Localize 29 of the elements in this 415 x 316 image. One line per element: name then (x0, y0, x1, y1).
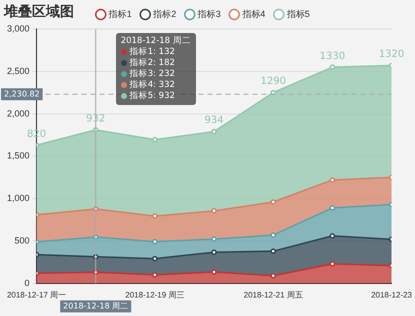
x-tick-label: 2018-12-21 周五 (244, 290, 303, 300)
annotation: 指标5: 932 (130, 91, 175, 101)
y-tick-label: 3,000 (6, 23, 30, 34)
legend-label: 指标4 (241, 8, 266, 19)
x-tick-label: 2018-12-17 周一 (6, 290, 66, 300)
ref-line-label: 2018-12-18 周二 (63, 301, 128, 310)
annotation: 指标3: 232 (130, 69, 175, 79)
data-label: 934 (204, 115, 224, 126)
y-tick-label: 1,000 (6, 193, 30, 204)
y-tick-label: 500 (14, 235, 30, 246)
x-tick-label: 2018-12-23 (371, 290, 413, 300)
legend-label: 指标1 (108, 8, 132, 19)
legend-label: 指标2 (152, 8, 176, 19)
legend-label: 指标3 (196, 8, 221, 19)
data-label: 1290 (260, 76, 286, 88)
chart-title: 堆叠区域图 (4, 3, 74, 21)
annotation: 2018-12-18 周二 (120, 36, 191, 46)
y-tick-label: 2,500 (6, 66, 30, 76)
x-tick-label: 2018-12-19 周三 (125, 290, 184, 300)
data-label: 1330 (320, 50, 346, 62)
ref-line-label: 2,230.82 (4, 89, 40, 98)
legend-label: 指标5 (286, 8, 310, 19)
annotation: 指标1: 132 (130, 47, 175, 57)
y-tick-label: 2,000 (6, 108, 30, 118)
annotation: 指标4: 332 (130, 80, 175, 90)
data-label: 1320 (378, 49, 404, 60)
annotation: 指标2: 182 (130, 58, 175, 68)
y-tick-label: 1,500 (6, 150, 30, 161)
y-tick-label: 0 (24, 278, 30, 288)
